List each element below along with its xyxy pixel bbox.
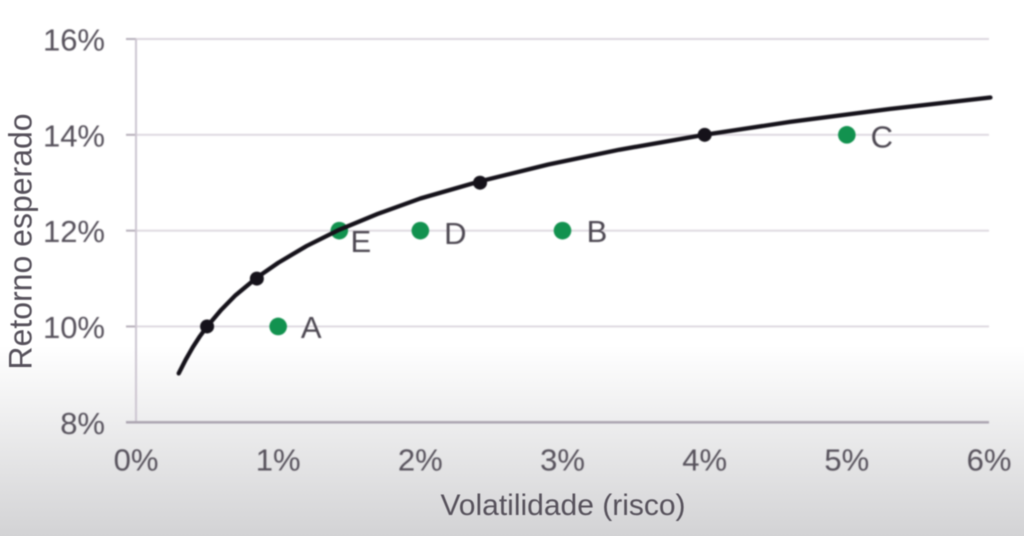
x-tick-label-2: 2% [398,443,443,478]
y-tick-label-14: 14% [43,118,105,153]
portfolio-label-E: E [350,224,371,259]
portfolio-label-D: D [444,216,466,251]
x-tick-label-6: 6% [967,443,1012,478]
x-tick-label-4: 4% [682,443,727,478]
fronteira-curve-marker [473,175,488,190]
portfolio-label-C: C [871,119,893,154]
y-axis-title: Retorno esperado [2,113,39,370]
fronteira-curve-marker [249,271,264,286]
portfolio-dot-C [838,126,856,144]
x-tick-label-1: 1% [256,443,301,478]
y-tick-label-10: 10% [43,310,105,345]
portfolio-dot-A [269,317,287,336]
fronteira-curve-marker [200,319,215,334]
x-tick-label-5: 5% [824,443,869,478]
x-axis-title: Volatilidade (risco) [440,489,686,522]
x-tick-label-3: 3% [540,443,585,478]
portfolio-dot-B [553,221,572,240]
y-tick-label-12: 12% [43,214,105,249]
y-tick-label-16: 16% [43,23,105,58]
y-tick-label-8: 8% [60,406,105,441]
fronteira-curve [176,95,993,376]
portfolio-label-B: B [587,214,608,249]
x-tick-label-0: 0% [114,443,159,478]
portfolio-label-A: A [301,310,322,345]
fronteira-curve-marker [697,127,712,142]
portfolio-dot-D [411,221,430,240]
